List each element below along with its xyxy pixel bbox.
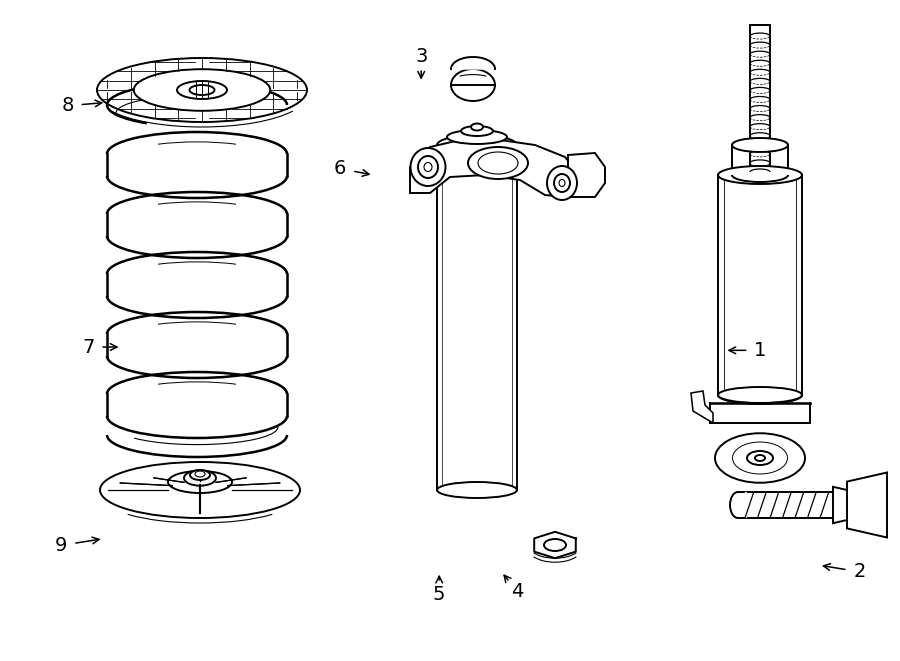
Ellipse shape — [743, 448, 777, 468]
Ellipse shape — [478, 152, 518, 174]
Ellipse shape — [437, 482, 517, 498]
Ellipse shape — [554, 174, 570, 192]
Text: 8: 8 — [61, 97, 74, 115]
Polygon shape — [833, 486, 850, 524]
Ellipse shape — [410, 148, 446, 186]
Ellipse shape — [168, 471, 232, 493]
Ellipse shape — [461, 126, 493, 136]
Ellipse shape — [97, 58, 307, 122]
Ellipse shape — [100, 462, 300, 518]
Ellipse shape — [733, 442, 788, 474]
Ellipse shape — [190, 85, 214, 95]
Polygon shape — [833, 486, 850, 524]
Ellipse shape — [547, 166, 577, 200]
Ellipse shape — [184, 470, 216, 486]
Ellipse shape — [424, 163, 432, 171]
Text: 7: 7 — [82, 338, 94, 356]
Ellipse shape — [437, 135, 517, 155]
Ellipse shape — [544, 539, 566, 551]
Ellipse shape — [195, 471, 205, 477]
Ellipse shape — [718, 166, 802, 184]
Text: 1: 1 — [754, 341, 767, 360]
Ellipse shape — [732, 138, 788, 152]
Ellipse shape — [471, 124, 483, 130]
Text: 6: 6 — [334, 159, 346, 178]
Polygon shape — [437, 145, 517, 490]
Text: 9: 9 — [55, 536, 68, 555]
Ellipse shape — [447, 130, 507, 144]
Ellipse shape — [177, 81, 227, 99]
Ellipse shape — [747, 451, 773, 465]
Polygon shape — [451, 57, 495, 69]
Ellipse shape — [451, 69, 495, 101]
Text: 2: 2 — [853, 563, 866, 581]
Polygon shape — [738, 492, 746, 518]
Ellipse shape — [559, 180, 565, 186]
Ellipse shape — [418, 156, 438, 178]
Ellipse shape — [718, 387, 802, 403]
Ellipse shape — [190, 470, 210, 480]
Ellipse shape — [715, 433, 805, 483]
Ellipse shape — [468, 147, 528, 179]
Polygon shape — [847, 473, 887, 537]
Text: 4: 4 — [511, 582, 524, 601]
Polygon shape — [535, 532, 576, 558]
Polygon shape — [847, 473, 887, 537]
Polygon shape — [568, 153, 605, 197]
Polygon shape — [691, 391, 713, 423]
Polygon shape — [410, 140, 578, 197]
Text: 3: 3 — [415, 47, 428, 65]
Ellipse shape — [755, 455, 765, 461]
Text: 5: 5 — [433, 586, 446, 604]
Ellipse shape — [134, 69, 270, 111]
